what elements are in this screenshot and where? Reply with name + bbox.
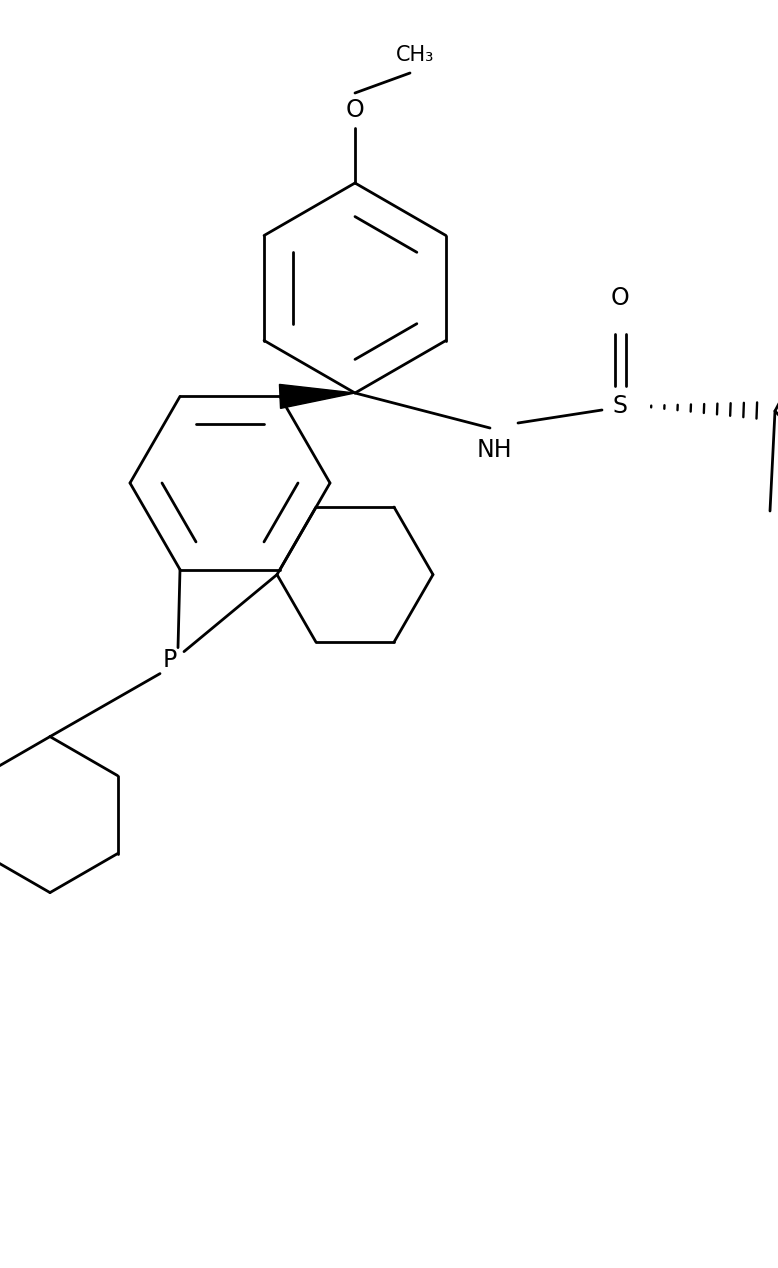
Polygon shape: [279, 384, 355, 408]
Text: O: O: [345, 98, 364, 122]
Text: CH₃: CH₃: [396, 44, 434, 65]
Text: P: P: [163, 648, 177, 672]
Text: NH: NH: [476, 437, 512, 462]
Text: S: S: [612, 394, 628, 418]
Text: O: O: [611, 287, 629, 309]
